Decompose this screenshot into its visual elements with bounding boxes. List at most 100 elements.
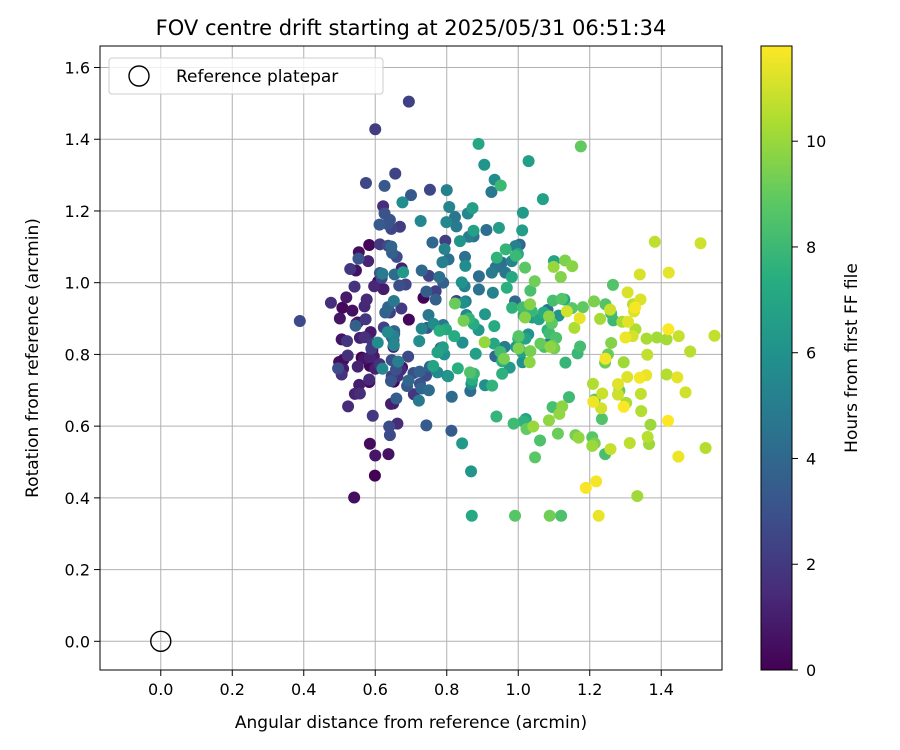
scatter-point [586,377,599,390]
scatter-point [389,167,402,180]
scatter-point [472,137,485,150]
colorbar-label: Hours from first FF file [842,263,862,453]
scatter-point [648,235,661,248]
scatter-point [459,259,472,272]
scatter-point [485,266,498,279]
scatter-point [553,407,566,420]
scatter-point [534,434,547,447]
scatter-point [509,249,522,262]
scatter-point [458,250,471,263]
scatter-point [478,158,491,171]
y-tick-label: 1.6 [65,59,90,78]
scatter-point [650,331,663,344]
x-tick-label: 1.2 [577,680,602,699]
scatter-point [662,414,675,427]
scatter-point [524,284,537,297]
scatter-point [383,213,396,226]
scatter-point [377,283,390,296]
scatter-point [509,509,522,522]
scatter-point [368,469,381,482]
scatter-point [440,184,453,197]
scatter-point [496,367,509,380]
scatter-point [568,321,581,334]
scatter-point [623,436,636,449]
scatter-point [621,371,634,384]
scatter-point [542,310,555,323]
scatter-point [629,301,642,314]
scatter-point [660,368,673,381]
scatter-point [566,260,579,273]
scatter-point [402,95,415,108]
scatter-point [373,218,386,231]
scatter-point [500,281,513,294]
scatter-point [679,386,692,399]
scatter-point [363,373,376,386]
scatter-point [469,347,482,360]
scatter-point [519,261,532,274]
scatter-point [555,509,568,522]
scatter-point [433,270,446,283]
scatter-point [486,379,499,392]
scatter-point [505,270,518,283]
scatter-point [402,313,415,326]
scatter-point [440,216,453,229]
scatter-point [534,337,547,350]
scatter-point [524,345,537,358]
plot-frame [99,45,723,671]
y-tick-label: 0.0 [65,632,90,651]
legend: Reference platepar [108,57,384,95]
scatter-point [599,352,612,365]
colorbar-gradient [760,45,793,671]
scatter-point [433,324,446,337]
scatter-point [507,417,520,430]
scatter-point [341,349,354,362]
scatter-point [485,185,498,198]
scatter-point [467,224,480,237]
scatter-point [573,312,586,325]
scatter-point [555,292,568,305]
x-tick-label: 0.4 [291,680,316,699]
scatter-point [427,359,440,372]
x-tick-label: 0.6 [363,680,388,699]
y-tick-label: 1.2 [65,202,90,221]
scatter-point [487,337,500,350]
scatter-point [381,326,394,339]
scatter-point [492,221,505,234]
scatter-point [497,352,510,365]
scatter-point [352,252,365,265]
scatter-point [644,418,657,431]
scatter-point [617,400,630,413]
scatter-point [574,140,587,153]
scatter-point [376,267,389,280]
colorbar-tick-label: 6 [806,344,816,363]
scatter-point [420,419,433,432]
scatter-point [594,312,607,325]
scatter-point [344,263,357,276]
scatter-point [543,509,556,522]
scatter-point [684,345,697,358]
scatter-point [448,330,461,343]
x-tick-label: 0.8 [434,680,459,699]
scatter-point [536,193,549,206]
scatter-point [359,313,372,326]
scatter-point [506,301,519,314]
y-tick-label: 0.8 [65,345,90,364]
scatter-point [592,509,605,522]
scatter-point [456,437,469,450]
scatter-point [395,302,408,315]
scatter-point [512,342,525,355]
scatter-point [387,339,400,352]
scatter-point [397,266,410,279]
scatter-point [369,123,382,136]
scatter-point [516,224,529,237]
scatter-point [402,374,415,387]
scatter-point [544,340,557,353]
scatter-point [366,409,379,422]
scatter-point [662,323,675,336]
scatter-point [512,330,525,343]
scatter-point [708,329,721,342]
scatter-point [563,391,576,404]
scatter-point [579,481,592,494]
scatter-point [376,362,389,375]
scatter-point [572,431,585,444]
